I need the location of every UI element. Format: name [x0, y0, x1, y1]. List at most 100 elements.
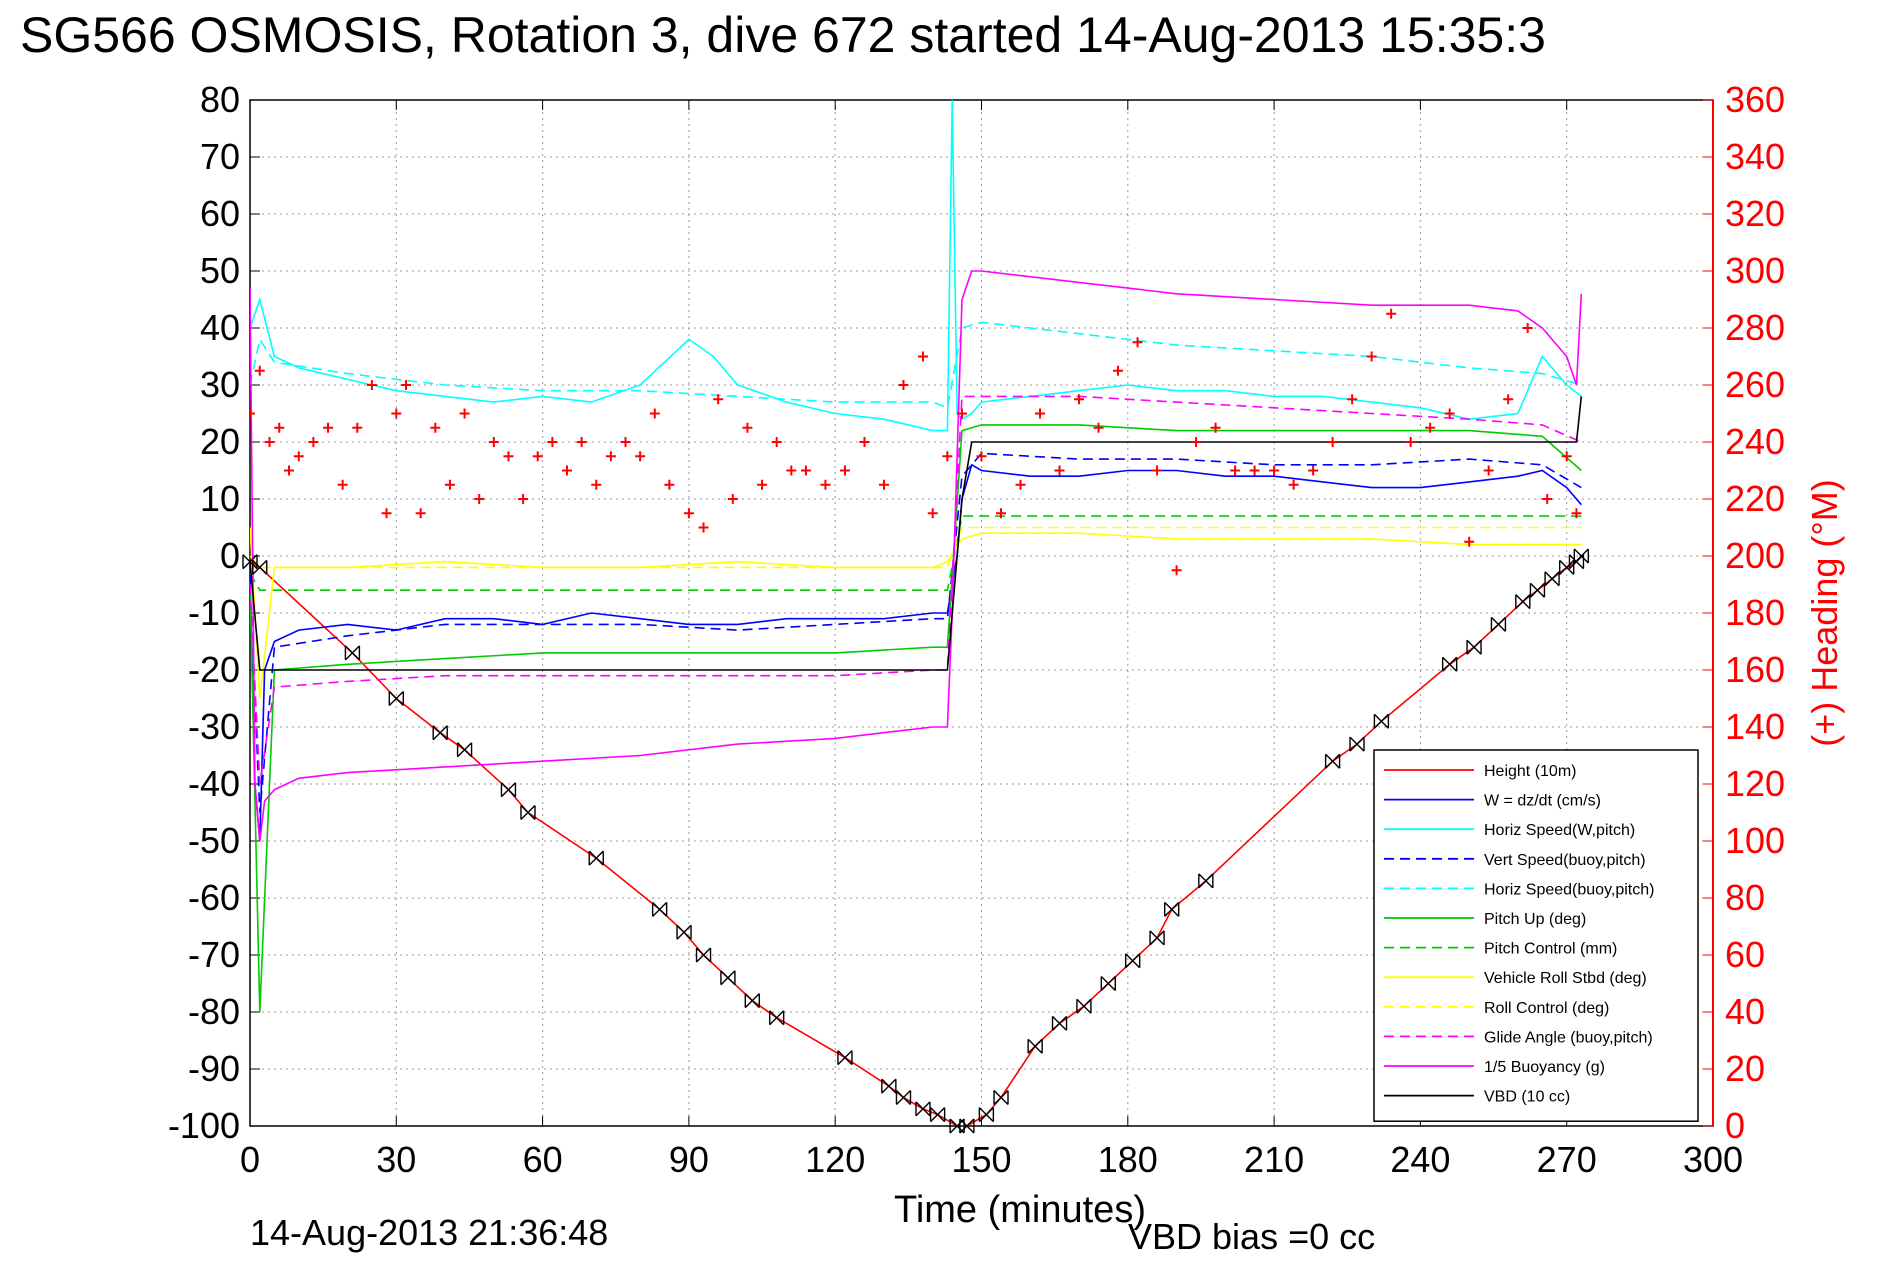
- heading-point: [713, 394, 724, 405]
- heading-point: [1191, 437, 1202, 447]
- y2-tick-label: 80: [1725, 877, 1765, 918]
- height-marker: [1124, 953, 1141, 969]
- y2-tick-label: 260: [1725, 364, 1785, 405]
- x-tick-label: 210: [1244, 1139, 1304, 1180]
- y2-tick-label: 60: [1725, 934, 1765, 975]
- heading-point: [1327, 437, 1338, 447]
- legend-label: Vehicle Roll Stbd (deg): [1484, 970, 1647, 987]
- height-marker: [520, 805, 536, 820]
- legend-label: Height (10m): [1484, 763, 1576, 780]
- series-vbd-10-cc: [250, 396, 1583, 671]
- heading-point: [698, 522, 709, 533]
- x-axis: 0 30 60 90 120 150 180 210 240 270 300: [240, 100, 1743, 1180]
- height-marker: [344, 645, 361, 661]
- heading-point: [518, 494, 529, 504]
- heading-point: [1054, 465, 1065, 476]
- y2-tick-label: 340: [1725, 136, 1785, 177]
- y-tick-label: -100: [168, 1105, 240, 1146]
- legend-label: Pitch Up (deg): [1484, 911, 1586, 928]
- heading-point: [1522, 323, 1533, 333]
- legend-box: [1373, 749, 1699, 1122]
- heading-point: [878, 479, 889, 490]
- y2-tick-label: 20: [1725, 1048, 1765, 1089]
- heading-point: [942, 451, 953, 462]
- heading-point: [635, 451, 646, 462]
- y-tick-label: 20: [200, 421, 240, 462]
- x-tick-label: 90: [669, 1139, 709, 1180]
- x-tick-label: 120: [805, 1139, 865, 1180]
- legend-label: Glide Angle (buoy,pitch): [1484, 1029, 1653, 1046]
- heading-point: [337, 479, 348, 490]
- heading-point: [1308, 465, 1319, 476]
- y-tick-label: -60: [188, 877, 240, 918]
- height-marker: [1544, 571, 1560, 587]
- y2-tick-label: 320: [1725, 193, 1785, 234]
- heading-point: [1503, 394, 1514, 405]
- heading-point: [1210, 422, 1221, 433]
- heading-point: [391, 408, 402, 419]
- series-horiz-speed-buoy-pitch: [250, 321, 1582, 409]
- heading-point: [474, 494, 485, 504]
- y-tick-label: -10: [188, 592, 240, 633]
- y2-tick-label: 220: [1725, 478, 1785, 519]
- height-marker: [1051, 1015, 1068, 1031]
- y2-tick-label: 360: [1725, 79, 1785, 120]
- height-markers: [242, 548, 1590, 1134]
- y-tick-label: 40: [200, 307, 240, 348]
- legend-label: W = dz/dt (cm/s): [1484, 793, 1601, 810]
- height-marker: [1573, 548, 1590, 564]
- y2-tick-label: 160: [1725, 649, 1785, 690]
- heading-point: [859, 437, 870, 447]
- heading-point: [459, 408, 470, 419]
- heading-point: [401, 380, 412, 390]
- legend-label: 1/5 Buoyancy (g): [1484, 1059, 1605, 1076]
- y-tick-label: 60: [200, 193, 240, 234]
- heading-point: [1074, 394, 1085, 405]
- heading-point: [605, 451, 616, 462]
- height-marker: [1441, 656, 1458, 672]
- y-tick-label: 0: [220, 535, 240, 576]
- heading-point: [1093, 422, 1104, 433]
- heading-point: [254, 365, 265, 376]
- height-marker: [588, 850, 604, 866]
- x-tick-label: 60: [523, 1139, 563, 1180]
- legend-label: Vert Speed(buoy,pitch): [1484, 852, 1646, 869]
- heading-point: [430, 422, 441, 433]
- height-marker: [432, 725, 448, 741]
- height-marker: [1198, 873, 1214, 889]
- height-marker: [388, 691, 404, 706]
- heading-point: [264, 437, 275, 447]
- heading-point: [786, 465, 797, 476]
- series-heading-m: [250, 308, 1582, 576]
- y-tick-label: -50: [188, 820, 240, 861]
- y-axis-right: 3603403203002802602402202001801601401201…: [1703, 79, 1785, 1146]
- legend-label: Horiz Speed(W,pitch): [1484, 822, 1635, 839]
- heading-point: [1405, 437, 1416, 447]
- x-tick-label: 270: [1537, 1139, 1597, 1180]
- y-tick-label: -20: [188, 649, 240, 690]
- height-marker: [915, 1101, 931, 1117]
- y2-tick-label: 140: [1725, 706, 1785, 747]
- heading-point: [1269, 465, 1280, 476]
- chart-title: SG566 OSMOSIS, Rotation 3, dive 672 star…: [20, 7, 1546, 63]
- y2-tick-label: 120: [1725, 763, 1785, 804]
- heading-point: [727, 494, 738, 504]
- height-marker: [929, 1107, 946, 1123]
- y-tick-label: 50: [200, 250, 240, 291]
- series-w-dz-dt-cm-s: [250, 463, 1582, 842]
- height-marker: [1076, 998, 1092, 1014]
- y-tick-label: -90: [188, 1048, 240, 1089]
- x-axis-label: Time (minutes): [894, 1189, 1146, 1231]
- heading-point: [956, 408, 967, 419]
- heading-point: [274, 422, 285, 433]
- heading-point: [547, 437, 558, 447]
- height-marker: [242, 554, 258, 570]
- heading-point: [839, 465, 850, 476]
- heading-point: [649, 408, 660, 419]
- x-tick-label: 300: [1683, 1139, 1743, 1180]
- heading-point: [1366, 351, 1377, 362]
- heading-point: [1542, 494, 1553, 504]
- series-horiz-speed-w-pitch: [250, 100, 1582, 432]
- y2-tick-label: 180: [1725, 592, 1785, 633]
